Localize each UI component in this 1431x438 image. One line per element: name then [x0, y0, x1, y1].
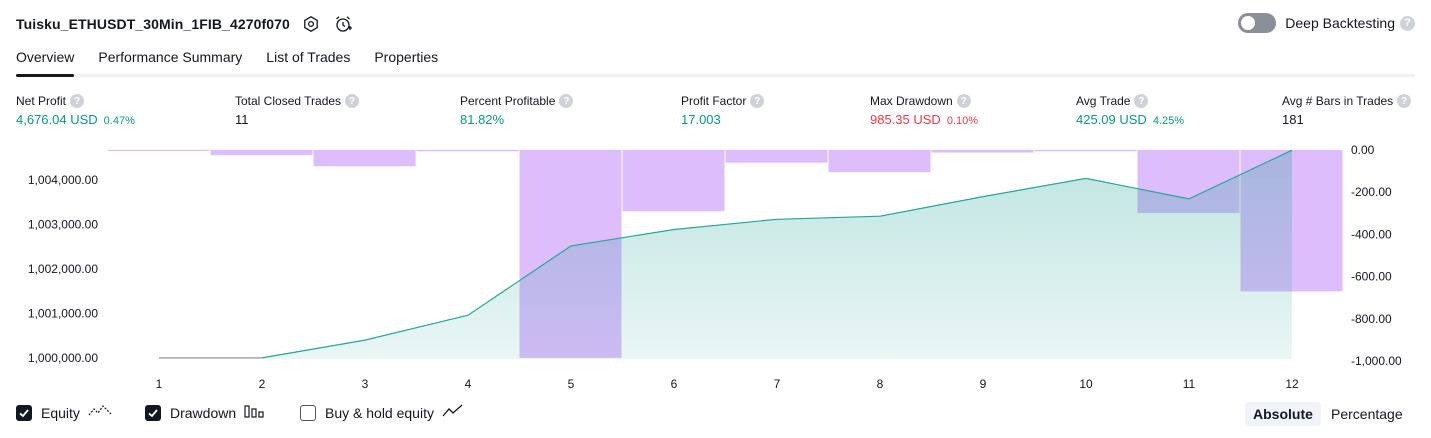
deep-backtesting-control: Deep Backtesting ? — [1238, 13, 1415, 33]
drawdown-bar — [416, 150, 519, 152]
help-icon[interactable]: ? — [1134, 94, 1149, 108]
equity-area — [159, 150, 1292, 359]
drawdown-bars-icon — [244, 403, 264, 422]
buy-hold-label: Buy & hold equity — [325, 404, 434, 421]
x-axis-tick-label: 8 — [877, 377, 884, 391]
percentage-toggle[interactable]: Percentage — [1331, 406, 1403, 422]
legend-drawdown[interactable]: Drawdown — [145, 403, 264, 422]
buy-hold-checkbox[interactable] — [300, 404, 316, 421]
settings-icon[interactable] — [300, 13, 322, 35]
help-icon[interactable]: ? — [345, 94, 360, 108]
equity-drawdown-chart[interactable]: 1,000,000.00 1,001,000.00 1,002,000.00 1,00… — [0, 140, 1431, 395]
left-axis-tick-label: 1,000,000.00 — [28, 351, 98, 365]
right-axis-tick-label: -800.00 — [1351, 312, 1392, 326]
x-axis-tick-label: 5 — [568, 377, 575, 391]
tab-list-of-trades[interactable]: List of Trades — [266, 49, 351, 65]
metric-label: Profit Factor — [681, 94, 747, 108]
legend-equity[interactable]: Equity — [16, 403, 112, 422]
metric-avg-bars-in-trades: Avg # Bars in Trades? 181 — [1282, 94, 1412, 127]
x-axis-tick-label: 2 — [259, 377, 266, 391]
metric-value: 985.35 USD — [870, 112, 941, 127]
equity-checkbox[interactable] — [16, 404, 32, 421]
drawdown-bar — [313, 150, 416, 167]
right-axis-tick-label: -400.00 — [1351, 227, 1392, 241]
metric-label: Avg # Bars in Trades — [1282, 94, 1394, 108]
help-icon[interactable]: ? — [1400, 15, 1415, 31]
drawdown-checkbox[interactable] — [145, 404, 161, 421]
metric-profit-factor: Profit Factor? 17.003 — [681, 94, 765, 127]
x-axis-tick-label: 12 — [1285, 377, 1299, 391]
metric-value: 81.82% — [460, 112, 505, 127]
drawdown-bar — [1034, 150, 1137, 152]
metric-value: 181 — [1282, 112, 1304, 127]
help-icon[interactable]: ? — [1397, 94, 1412, 108]
metric-percent: 0.10% — [946, 115, 979, 127]
x-axis-tick-label: 11 — [1183, 377, 1196, 391]
x-axis-tick-label: 4 — [465, 377, 472, 391]
drawdown-bar — [828, 150, 931, 173]
x-axis-tick-label: 6 — [671, 377, 678, 391]
metric-label: Percent Profitable — [460, 94, 556, 108]
legend-buy-hold[interactable]: Buy & hold equity — [300, 403, 466, 422]
tab-performance-summary[interactable]: Performance Summary — [98, 49, 243, 65]
metric-net-profit: Net Profit? 4,676.04 USD 0.47% — [16, 94, 135, 127]
toggle-knob — [1241, 16, 1256, 30]
metric-label: Avg Trade — [1076, 94, 1131, 108]
metric-value: 425.09 USD — [1076, 112, 1147, 127]
x-axis-tick-label: 7 — [774, 377, 781, 391]
left-axis-tick-label: 1,003,000.00 — [28, 218, 98, 232]
strategy-title: Tuisku_ETHUSDT_30Min_1FIB_4270f070 — [16, 16, 290, 32]
drawdown-bar — [931, 150, 1034, 153]
right-axis-tick-label: -200.00 — [1351, 185, 1392, 199]
alert-clock-icon[interactable] — [332, 13, 354, 35]
drawdown-bar — [210, 150, 313, 156]
metric-percent-profitable: Percent Profitable? 81.82% — [460, 94, 574, 127]
deep-backtesting-label: Deep Backtesting — [1285, 15, 1395, 31]
left-axis-tick-label: 1,004,000.00 — [28, 173, 98, 187]
metric-label: Total Closed Trades — [235, 94, 342, 108]
metric-label: Net Profit — [16, 94, 67, 108]
equity-line-icon — [88, 403, 112, 422]
buy-hold-line-icon — [442, 403, 466, 422]
help-icon[interactable]: ? — [559, 94, 574, 108]
report-tabs: Overview Performance Summary List of Tra… — [16, 44, 1415, 77]
metric-label: Max Drawdown — [870, 94, 953, 108]
drawdown-label: Drawdown — [170, 404, 237, 421]
deep-backtesting-toggle[interactable] — [1238, 13, 1277, 33]
metric-value: 11 — [235, 112, 249, 127]
help-icon[interactable]: ? — [70, 94, 85, 108]
metric-value: 17.003 — [681, 112, 721, 127]
left-axis-tick-label: 1,001,000.00 — [28, 307, 98, 321]
help-icon[interactable]: ? — [956, 94, 971, 108]
metric-max-drawdown: Max Drawdown? 985.35 USD 0.10% — [870, 94, 978, 127]
strategy-header: Tuisku_ETHUSDT_30Min_1FIB_4270f070 — [16, 12, 354, 36]
right-axis-tick-label: -600.00 — [1351, 270, 1392, 284]
tab-overview[interactable]: Overview — [16, 44, 75, 77]
drawdown-bar — [725, 150, 828, 163]
metric-value: 4,676.04 USD — [16, 112, 98, 127]
metric-percent: 0.47% — [103, 115, 135, 127]
help-icon[interactable]: ? — [750, 94, 765, 108]
x-axis-tick-label: 9 — [980, 377, 987, 391]
drawdown-bar — [107, 150, 210, 151]
metric-avg-trade: Avg Trade? 425.09 USD 4.25% — [1076, 94, 1184, 127]
x-axis-tick-label: 3 — [362, 377, 369, 391]
absolute-toggle[interactable]: Absolute — [1245, 402, 1321, 426]
equity-line — [261, 149, 1293, 359]
equity-label: Equity — [41, 404, 80, 421]
x-axis-tick-label: 10 — [1079, 377, 1093, 391]
right-axis-tick-label: 0.00 — [1351, 143, 1375, 157]
metric-percent: 4.25% — [1152, 115, 1185, 127]
right-axis-tick-label: -1,000.00 — [1351, 354, 1402, 368]
left-axis-tick-label: 1,002,000.00 — [28, 262, 98, 276]
drawdown-bar — [622, 150, 725, 212]
x-axis-tick-label: 1 — [156, 377, 163, 391]
tab-properties[interactable]: Properties — [374, 49, 439, 65]
metric-total-closed-trades: Total Closed Trades? 11 — [235, 94, 360, 127]
